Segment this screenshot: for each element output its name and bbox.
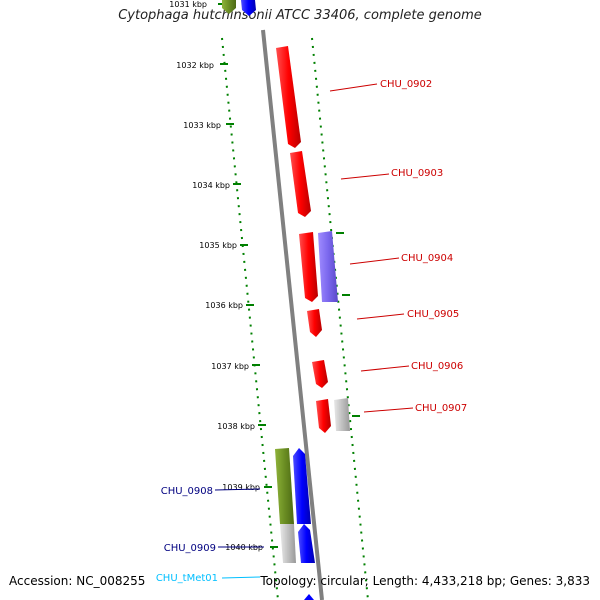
gene-label-chu-0903[interactable]: CHU_0903: [391, 168, 443, 179]
gene-arrow-bottom[interactable]: [304, 594, 314, 600]
genome-summary-text: Topology: circular; Length: 4,433,218 bp…: [260, 574, 590, 588]
gene-arrow-chu-0908[interactable]: [293, 448, 311, 524]
gene-arrow-chu-0909[interactable]: [298, 524, 315, 563]
gene-arrow-chu-0904[interactable]: [299, 232, 318, 302]
gene-arrow-chu-0902[interactable]: [276, 46, 301, 148]
map-title: Cytophaga hutchinsonii ATCC 33406, compl…: [118, 8, 482, 23]
gene-label-chu-tmet01[interactable]: CHU_tMet01: [156, 573, 218, 584]
gene-label-chu-0902[interactable]: CHU_0902: [380, 79, 432, 90]
gene-label-chu-0908[interactable]: CHU_0908: [161, 486, 213, 497]
tick-label: 1032 kbp: [176, 61, 214, 70]
gene-arrow-chu-0906[interactable]: [312, 360, 328, 388]
ruler-labels: 1031 kbp 1032 kbp 1033 kbp 1034 kbp 1035…: [169, 0, 263, 552]
gene-feature-olive[interactable]: [275, 448, 294, 524]
gene-feature-grey[interactable]: [334, 398, 350, 431]
tick-label: 1034 kbp: [192, 181, 230, 190]
label-leaders: [214, 83, 414, 579]
gene-labels: CHU_0902 CHU_0903 CHU_0904 CHU_0905 CHU_…: [156, 79, 467, 584]
gene-arrow-chu-0905[interactable]: [307, 309, 322, 337]
gene-label-chu-0904[interactable]: CHU_0904: [401, 253, 453, 264]
tick-label: 1036 kbp: [205, 301, 243, 310]
accession-text: Accession: NC_008255: [9, 574, 146, 588]
gene-arrow-chu-0903[interactable]: [290, 151, 311, 217]
tick-label: 1039 kbp: [222, 483, 260, 492]
tick-label: 1033 kbp: [183, 121, 221, 130]
tick-label: 1035 kbp: [199, 241, 237, 250]
gene-label-chu-0907[interactable]: CHU_0907: [415, 403, 467, 414]
ruler-ticks: [218, 3, 360, 548]
gene-label-chu-0906[interactable]: CHU_0906: [411, 361, 463, 372]
tick-label: 1038 kbp: [217, 422, 255, 431]
gene-arrow-chu-0907[interactable]: [316, 399, 331, 433]
gene-arrow-chu-0904b[interactable]: [318, 231, 338, 302]
gene-label-chu-0909[interactable]: CHU_0909: [164, 543, 216, 554]
tick-label: 1031 kbp: [169, 0, 207, 9]
gene-feature-olive-top[interactable]: [222, 0, 236, 14]
gene-label-chu-0905[interactable]: CHU_0905: [407, 309, 459, 320]
ruler-track-left: [221, 37, 279, 600]
gene-feature-grey-lower[interactable]: [280, 524, 296, 563]
genome-backbone: [261, 29, 324, 600]
gene-feature-blue-top[interactable]: [241, 0, 256, 16]
tick-label: 1037 kbp: [211, 362, 249, 371]
